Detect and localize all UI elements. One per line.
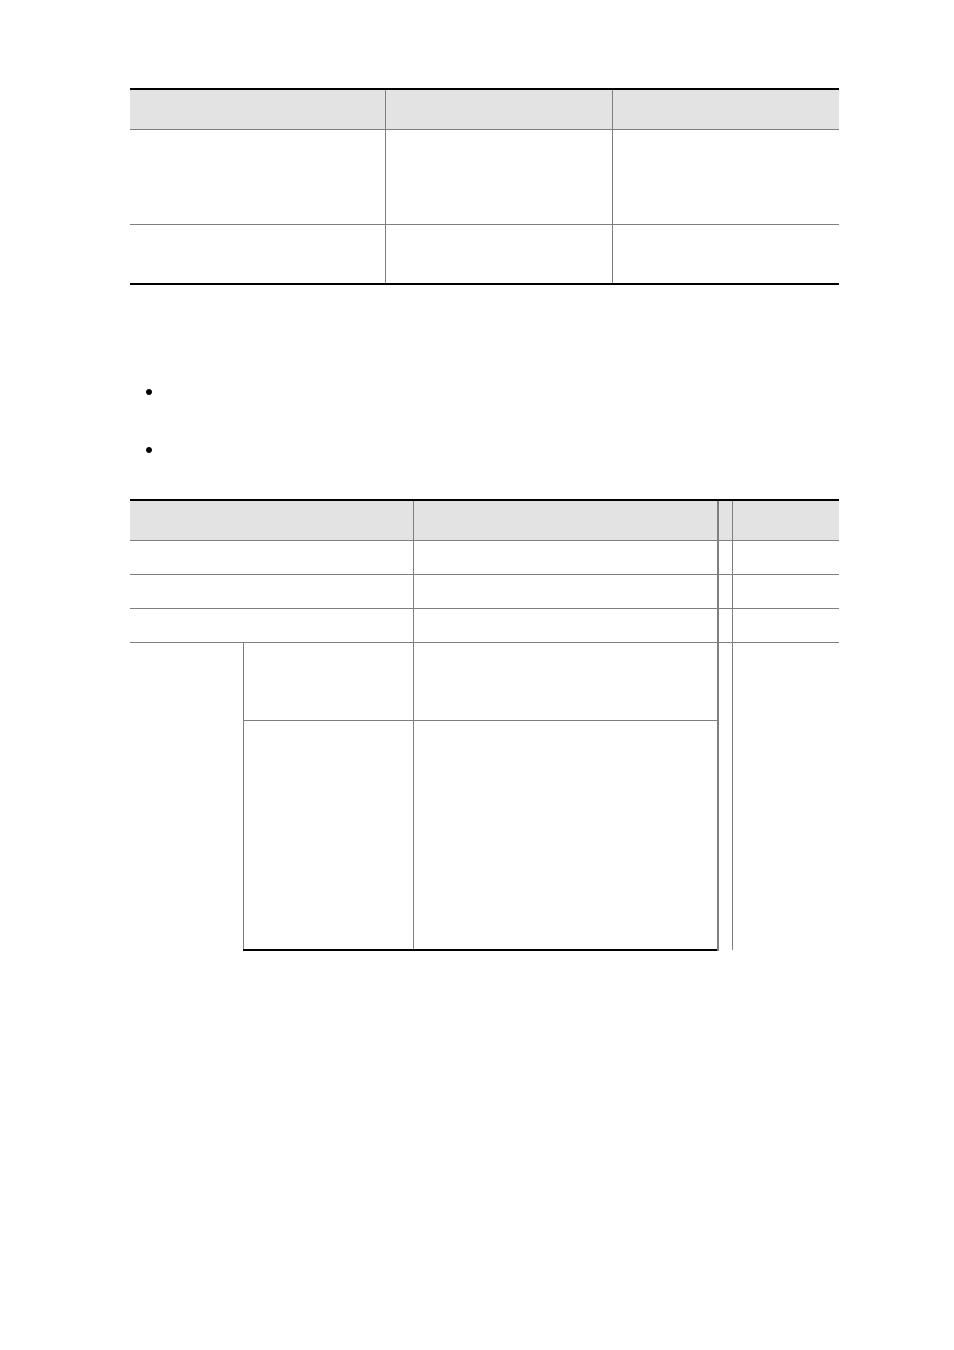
- table-2-r1-c1: [130, 540, 414, 574]
- table-2-col-b-header: [414, 500, 719, 540]
- table-2-col-c-header: [733, 500, 839, 540]
- table-2-r3-sep: [718, 608, 732, 642]
- table-2-r4-c3: [733, 642, 839, 950]
- table-2-r2-c1: [130, 574, 414, 608]
- table-1-col-1-header: [130, 89, 385, 129]
- table-2-r2-c3: [733, 574, 839, 608]
- table-1-r1-c2: [385, 129, 612, 224]
- bullet-item-1: [130, 383, 839, 397]
- table-1-row-2: [130, 224, 839, 284]
- table-2-r2-c2: [414, 574, 719, 608]
- table-2-r1-c3: [733, 540, 839, 574]
- table-2-r4-sep: [718, 642, 732, 950]
- bullet-1-text: [168, 383, 839, 397]
- table-1-row-1: [130, 129, 839, 224]
- table-2-r4a-c1b: [243, 642, 413, 720]
- table-2-col-sep-header: [718, 500, 732, 540]
- table-2-header-row: [130, 500, 839, 540]
- bullet-2-text: [168, 441, 839, 455]
- table-1-header-row: [130, 89, 839, 129]
- table-2-col-a-header: [130, 500, 414, 540]
- table-1-r1-c3: [612, 129, 839, 224]
- bullet-item-2: [130, 441, 839, 455]
- table-1-r2-c1: [130, 224, 385, 284]
- table-1-r2-c2: [385, 224, 612, 284]
- table-2-r3-c2: [414, 608, 719, 642]
- table-2-r2-sep: [718, 574, 732, 608]
- table-1-col-2-header: [385, 89, 612, 129]
- table-1-r2-c3: [612, 224, 839, 284]
- table-2-r4b-c2: [414, 720, 719, 950]
- bullet-icon: [146, 447, 152, 453]
- table-1-col-3-header: [612, 89, 839, 129]
- table-2: [130, 499, 839, 951]
- table-2-r4a-c2: [414, 642, 719, 720]
- table-2-r4b-c1b: [243, 720, 413, 950]
- table-1-r1-c1: [130, 129, 385, 224]
- table-2-r3-c1: [130, 608, 414, 642]
- bullet-list: [130, 383, 839, 455]
- table-2-r4-c1a: [130, 642, 243, 950]
- table-1: [130, 88, 839, 285]
- table-2-row-4a: [130, 642, 839, 720]
- bullet-icon: [146, 389, 152, 395]
- table-2-r1-c2: [414, 540, 719, 574]
- table-2-r3-c3: [733, 608, 839, 642]
- table-2-row-1: [130, 540, 839, 574]
- table-2-row-2: [130, 574, 839, 608]
- table-2-r1-sep: [718, 540, 732, 574]
- table-2-row-3: [130, 608, 839, 642]
